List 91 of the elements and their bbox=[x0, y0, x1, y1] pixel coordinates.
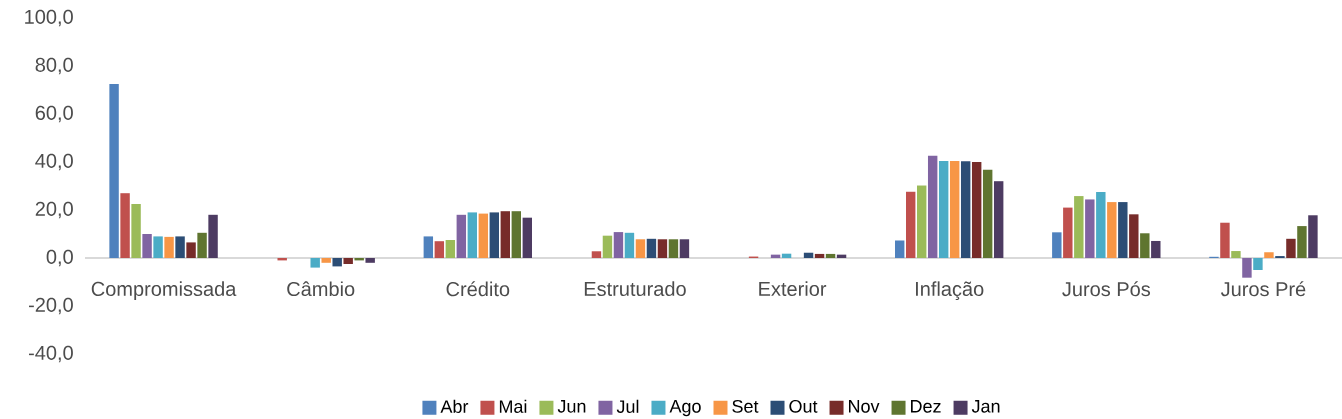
bar bbox=[1297, 226, 1307, 258]
bar bbox=[131, 204, 141, 258]
bar bbox=[445, 240, 456, 258]
bar bbox=[1242, 258, 1252, 278]
x-tick-label: Crédito bbox=[446, 281, 510, 297]
bar bbox=[1118, 202, 1128, 258]
y-tick-label: 60,0 bbox=[35, 105, 73, 123]
bar bbox=[803, 252, 814, 258]
bar bbox=[993, 181, 1004, 258]
bar bbox=[1308, 215, 1318, 258]
legend-label: Ago bbox=[669, 400, 701, 417]
x-tick-label: Juros Pré bbox=[1220, 281, 1306, 297]
bar bbox=[1264, 252, 1274, 258]
y-tick-label: -40,0 bbox=[28, 345, 73, 363]
bar bbox=[109, 84, 119, 258]
bar bbox=[1151, 240, 1161, 258]
x-tick-label: Inflação bbox=[916, 281, 984, 301]
bar bbox=[175, 236, 185, 258]
bar bbox=[500, 211, 511, 258]
legend-label: Abr bbox=[440, 399, 469, 413]
y-tick-label: -20,0 bbox=[28, 297, 73, 315]
bar bbox=[1107, 202, 1117, 258]
bar bbox=[971, 162, 982, 258]
bar bbox=[343, 258, 353, 264]
bar bbox=[120, 193, 130, 258]
bar bbox=[434, 241, 445, 258]
bar bbox=[321, 258, 331, 263]
bar bbox=[478, 213, 489, 258]
bar bbox=[613, 232, 624, 258]
x-tick-label: Exterior bbox=[759, 281, 827, 297]
legend-label: Mai bbox=[499, 399, 527, 413]
legend-label: Jun bbox=[557, 400, 586, 413]
bar bbox=[916, 185, 927, 258]
bar bbox=[602, 235, 613, 258]
bar bbox=[1096, 192, 1106, 258]
legend-label: Out bbox=[789, 399, 818, 413]
bar bbox=[153, 236, 163, 258]
bar bbox=[511, 211, 522, 258]
bar bbox=[522, 217, 533, 258]
x-tick-label: Compromissada bbox=[91, 281, 237, 300]
bar bbox=[949, 161, 960, 258]
bar bbox=[1253, 258, 1263, 270]
bar bbox=[825, 253, 836, 258]
y-tick-label: 80,0 bbox=[35, 57, 73, 75]
bar bbox=[1063, 207, 1073, 258]
legend-label: Dez bbox=[911, 400, 941, 413]
bar bbox=[332, 258, 342, 267]
bar bbox=[467, 212, 478, 258]
y-tick-label: 100,0 bbox=[25, 9, 73, 27]
bar bbox=[624, 232, 635, 258]
bar bbox=[142, 234, 152, 258]
bar bbox=[1220, 222, 1230, 258]
bar bbox=[646, 238, 657, 258]
bar bbox=[938, 161, 949, 258]
x-tick-label: Câmbio bbox=[287, 281, 355, 297]
bar bbox=[927, 155, 938, 258]
bar bbox=[423, 236, 434, 258]
bar bbox=[208, 214, 218, 258]
bar bbox=[960, 161, 971, 258]
bar bbox=[1129, 214, 1139, 258]
bar bbox=[668, 239, 679, 258]
legend-label: Nov bbox=[849, 400, 880, 413]
bar bbox=[1231, 251, 1241, 258]
legend-label: Jul bbox=[616, 399, 639, 413]
y-tick-label: 0,0 bbox=[46, 249, 73, 267]
x-tick-label: Estruturado bbox=[584, 281, 686, 297]
bar bbox=[1074, 196, 1084, 258]
bar bbox=[894, 240, 905, 258]
bar bbox=[982, 169, 993, 258]
bar bbox=[1052, 232, 1062, 258]
bar bbox=[657, 239, 668, 258]
bar bbox=[164, 236, 174, 258]
bar bbox=[456, 214, 467, 258]
x-tick-label: Juros Pós bbox=[1062, 281, 1151, 297]
bar bbox=[905, 191, 916, 258]
bar bbox=[635, 239, 646, 258]
legend-label: Set bbox=[732, 399, 759, 413]
bar bbox=[489, 212, 500, 258]
bar bbox=[1140, 233, 1150, 258]
bar bbox=[365, 258, 375, 263]
bar bbox=[186, 242, 196, 258]
bar bbox=[1286, 238, 1296, 258]
bar bbox=[591, 251, 602, 258]
y-tick-label: 20,0 bbox=[35, 201, 73, 219]
bar bbox=[310, 258, 320, 268]
bar bbox=[197, 232, 207, 258]
bar bbox=[1085, 199, 1095, 258]
bar bbox=[679, 239, 690, 258]
bar bbox=[814, 253, 825, 258]
y-tick-label: 40,0 bbox=[35, 153, 73, 171]
legend-label: Jan bbox=[971, 400, 1000, 413]
